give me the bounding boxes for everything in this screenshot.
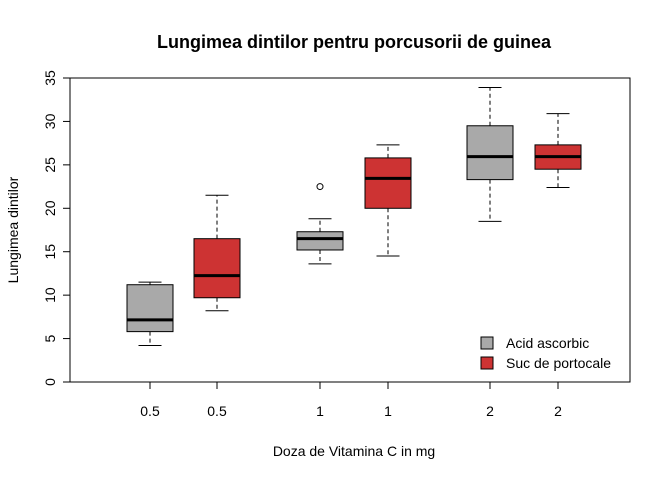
y-axis-label: Lungimea dintilor — [5, 176, 21, 283]
y-tick-label: 0 — [42, 378, 58, 386]
x-tick-label: 0.5 — [207, 403, 227, 419]
y-tick-label: 35 — [42, 70, 58, 86]
legend-swatch — [480, 336, 494, 350]
box-1 — [126, 281, 174, 347]
box-rect — [364, 157, 412, 209]
x-axis-label: Doza de Vitamina C in mg — [273, 443, 435, 459]
x-tick-label: 1 — [384, 403, 392, 419]
y-tick-label: 30 — [42, 113, 58, 129]
box-5 — [466, 87, 514, 222]
legend-label: Acid ascorbic — [506, 335, 589, 351]
box-rect — [466, 125, 514, 181]
box-2 — [193, 194, 241, 312]
y-tick-label: 20 — [42, 200, 58, 216]
chart-title: Lungimea dintilor pentru porcusorii de g… — [157, 32, 552, 52]
outlier-point — [316, 183, 324, 191]
box-4 — [364, 144, 412, 257]
box-6 — [534, 113, 582, 188]
box-rect — [296, 231, 344, 251]
box-rect — [193, 238, 241, 299]
x-tick-label: 0.5 — [140, 403, 160, 419]
box-rect — [126, 284, 174, 333]
legend: Acid ascorbic Suc de portocale — [480, 335, 611, 371]
x-tick-label: 2 — [554, 403, 562, 419]
y-tick-label: 5 — [42, 334, 58, 342]
x-tick-label: 2 — [486, 403, 494, 419]
legend-swatch — [480, 356, 494, 370]
legend-label: Suc de portocale — [506, 355, 611, 371]
y-tick-label: 15 — [42, 244, 58, 260]
box-3 — [296, 183, 344, 265]
y-tick-label: 25 — [42, 157, 58, 173]
y-tick-label: 10 — [42, 287, 58, 303]
x-tick-label: 1 — [316, 403, 324, 419]
